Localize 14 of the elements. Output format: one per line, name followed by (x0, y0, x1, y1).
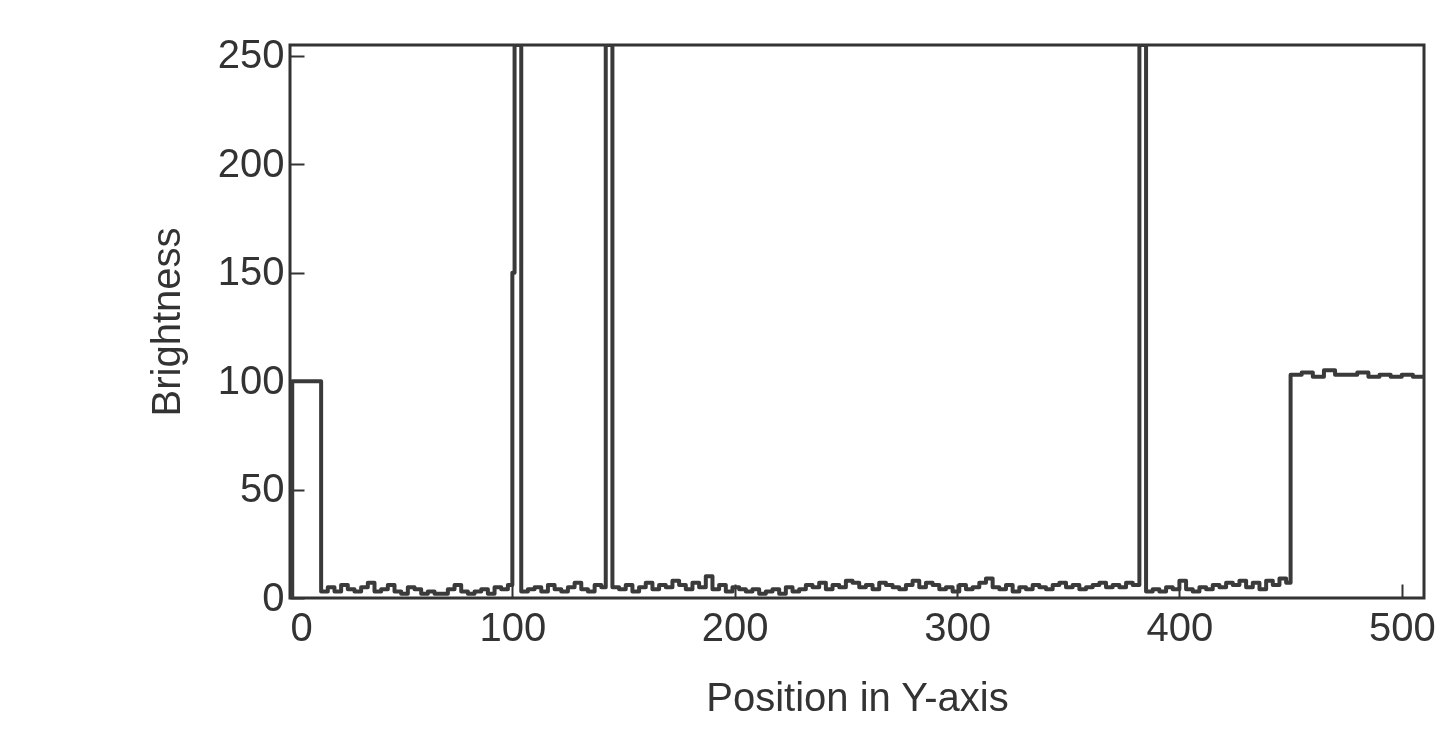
x-tick-label: 400 (1146, 604, 1214, 649)
y-tick-label: 0 (262, 574, 285, 619)
x-tick-label: 100 (479, 604, 547, 649)
y-tick-label: 250 (217, 32, 285, 77)
y-tick-label: 100 (217, 357, 285, 402)
y-tick-label: 50 (240, 466, 285, 511)
y-tick-label: 150 (217, 249, 285, 294)
y-axis-title: Brightness (143, 227, 188, 417)
x-tick-label: 0 (290, 604, 313, 649)
x-tick-label: 200 (701, 604, 769, 649)
x-tick-label: 500 (1368, 604, 1436, 649)
x-tick-label: 300 (924, 604, 991, 649)
y-tick-label: 200 (217, 140, 285, 185)
x-axis-title: Position in Y-axis (706, 674, 1009, 719)
